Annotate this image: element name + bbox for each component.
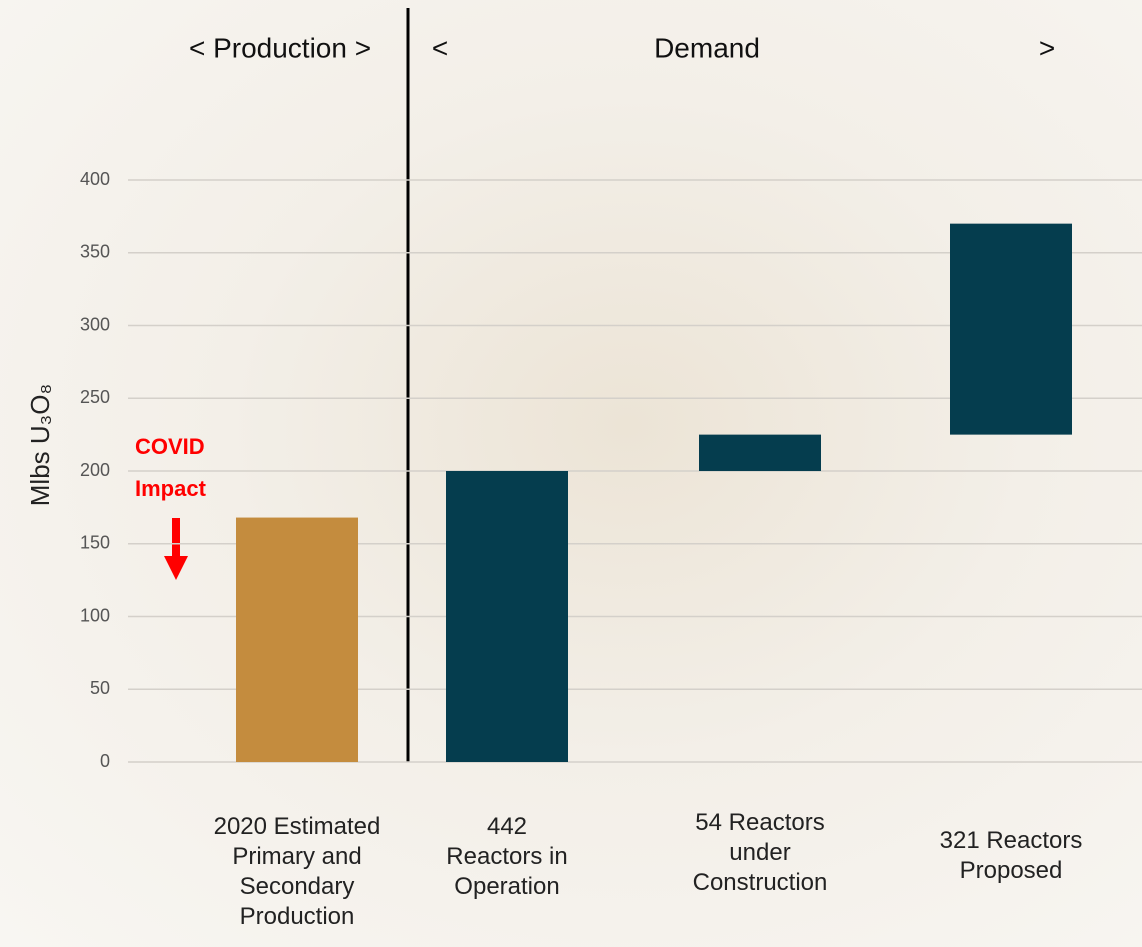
chart: Mlbs U₃O₈ 0 50 100 150 200 250 300 350 400 COVID I… — [0, 0, 1142, 947]
y-tick-label: 100 — [80, 605, 110, 625]
y-tick-label: 400 — [80, 169, 110, 189]
y-tick-label: 350 — [80, 242, 110, 262]
y-tick-label: 0 — [100, 751, 110, 771]
page: Mlbs U₃O₈ 0 50 100 150 200 250 300 350 400 COVID I… — [0, 0, 1142, 947]
section-label: < Production > — [189, 32, 371, 63]
y-tick-label: 50 — [90, 678, 110, 698]
y-tick-label: 300 — [80, 314, 110, 334]
category-label: 442 Reactors in Operation — [397, 812, 617, 902]
section-label: Demand — [654, 32, 760, 63]
section-label: > — [1039, 32, 1055, 63]
y-tick-label: 250 — [80, 387, 110, 407]
covid-arrow — [164, 518, 188, 580]
annotation: Impact — [135, 476, 207, 501]
y-tick-label: 150 — [80, 533, 110, 553]
section-label: < — [432, 32, 448, 63]
bar — [236, 518, 358, 762]
y-tick-label: 200 — [80, 460, 110, 480]
y-axis-label: Mlbs U₃O₈ — [25, 384, 55, 506]
bar — [950, 224, 1072, 435]
category-label: 2020 Estimated Primary and Secondary Pro… — [187, 812, 407, 932]
category-label: 321 Reactors Proposed — [901, 826, 1121, 886]
category-label: 54 Reactors under Construction — [650, 808, 870, 898]
annotation: COVID — [135, 434, 205, 459]
bar — [699, 435, 821, 471]
bar — [446, 471, 568, 762]
